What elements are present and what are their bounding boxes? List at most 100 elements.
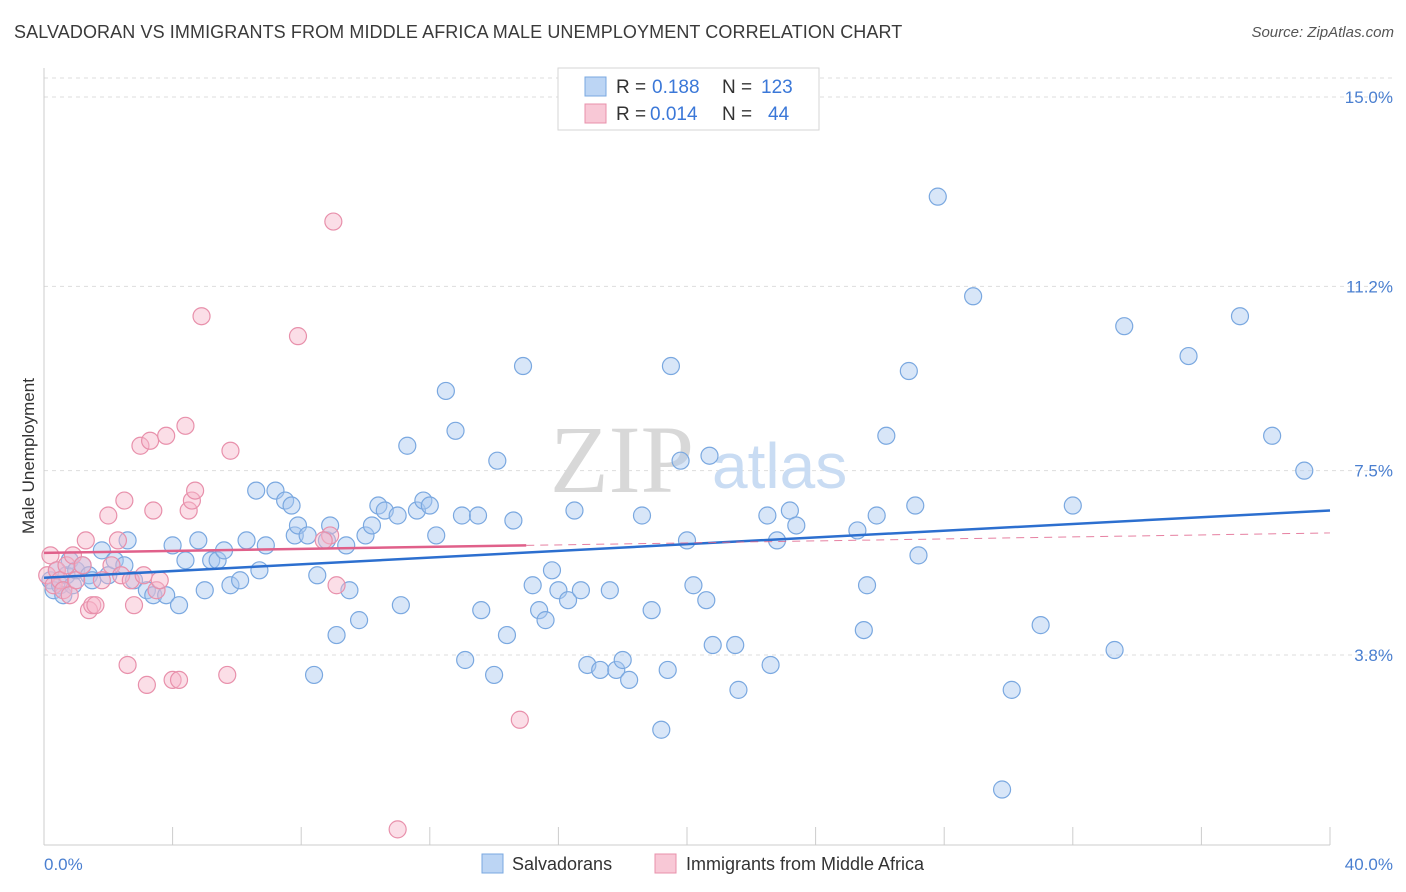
middle-africa-point xyxy=(314,531,333,550)
middle-africa-point xyxy=(115,491,134,510)
salvadoran-point xyxy=(497,625,517,645)
watermark-atlas: atlas xyxy=(712,430,847,502)
salvadoran-point xyxy=(700,446,719,465)
salvadoran-point xyxy=(1295,461,1314,480)
middle-africa-point xyxy=(288,327,308,346)
salvadoran-point xyxy=(472,601,491,620)
salvadoran-point xyxy=(758,506,777,525)
salvadoran-point xyxy=(356,526,375,545)
salvadoran-point xyxy=(652,720,671,739)
salvadoran-point xyxy=(857,576,877,595)
salvadoran-point xyxy=(1002,680,1021,699)
salvadoran-point xyxy=(1105,640,1124,660)
salvadoran-point xyxy=(256,536,275,555)
series-label-salvadorans: Salvadorans xyxy=(512,854,612,874)
salvadoran-point xyxy=(854,620,873,640)
salvadoran-point xyxy=(613,650,632,670)
middle-africa-point xyxy=(388,820,407,839)
salvadoran-point xyxy=(523,576,542,595)
salvadoran-point xyxy=(321,516,340,535)
salvadoran-point xyxy=(54,586,73,605)
watermark: ZIP atlas xyxy=(550,406,847,513)
chart-title: SALVADORAN VS IMMIGRANTS FROM MIDDLE AFR… xyxy=(14,22,903,42)
middle-africa-point xyxy=(176,416,195,435)
legend-r-value-2: 0.014 xyxy=(650,104,698,125)
middle-africa-point xyxy=(134,566,153,585)
y-tick-label: 3.8% xyxy=(1354,646,1393,665)
salvadoran-point xyxy=(388,506,407,525)
tick-labels: 3.8% 7.5% 11.2% 15.0% 0.0% 40.0% xyxy=(44,88,1393,874)
salvadoran-point xyxy=(1031,616,1050,635)
salvadoran-point xyxy=(787,516,806,535)
y-axis-title: Male Unemployment xyxy=(19,378,38,534)
middle-africa-point xyxy=(76,531,95,550)
middle-africa-point xyxy=(163,670,182,690)
middle-africa-point xyxy=(327,576,346,595)
middle-africa-point xyxy=(99,506,118,525)
salvadoran-point xyxy=(761,655,780,675)
y-tick-label: 7.5% xyxy=(1354,462,1393,481)
legend-n-value-1: 123 xyxy=(761,77,793,98)
middle-africa-point xyxy=(124,596,144,615)
axes-layer xyxy=(43,68,1331,846)
salvadoran-point xyxy=(658,660,677,680)
salvadoran-point xyxy=(726,635,745,655)
middle-africa-point xyxy=(118,655,137,675)
salvadoran-point xyxy=(964,287,983,306)
salvadoran-point xyxy=(1179,346,1198,366)
salvadoran-point xyxy=(1230,307,1250,326)
salvadoran-point xyxy=(468,506,488,525)
salvadoran-point xyxy=(1115,317,1134,336)
middle-africa-point xyxy=(60,586,79,605)
salvadoran-point xyxy=(195,581,214,600)
salvadoran-point xyxy=(867,506,886,525)
salvadoran-point xyxy=(488,451,507,470)
middle-africa-point xyxy=(147,581,166,600)
correlation-legend: R = 0.188 N = 123 R = 0.014 N = 44 xyxy=(557,67,820,131)
salvadoran-point xyxy=(992,780,1012,799)
salvadoran-trend-line xyxy=(43,509,1331,580)
salvadoran-point xyxy=(703,635,722,655)
salvadoran-point xyxy=(600,581,619,600)
salvadoran-point xyxy=(308,566,327,585)
legend-r-label-1: R = xyxy=(616,77,646,98)
salvadoran-point xyxy=(504,511,523,530)
salvadoran-point xyxy=(266,481,285,500)
salvadoran-point xyxy=(671,451,690,470)
salvadoran-point xyxy=(288,516,308,535)
middle-africa-point xyxy=(144,501,163,520)
legend-n-label-2: N = xyxy=(722,104,752,125)
middle-africa-point xyxy=(218,665,237,685)
salvadoran-point xyxy=(231,571,250,590)
source-label: Source: ZipAtlas.com xyxy=(1251,24,1394,41)
middle-africa-point xyxy=(47,561,66,580)
middle-africa-point xyxy=(140,431,160,450)
middle-africa-point xyxy=(86,596,105,615)
salvadoran-point xyxy=(607,660,626,680)
series-swatch-salvadorans xyxy=(481,853,504,874)
salvadoran-point xyxy=(729,680,748,699)
x-tick-label-max: 40.0% xyxy=(1345,855,1393,874)
salvadoran-point xyxy=(485,665,504,685)
salvadoran-point xyxy=(362,516,382,535)
middle-africa-point xyxy=(131,436,150,455)
salvadoran-point xyxy=(250,561,269,580)
salvadoran-point xyxy=(391,596,410,615)
salvadoran-point xyxy=(697,591,716,610)
salvadoran-point xyxy=(565,501,584,520)
salvadoran-point xyxy=(327,625,346,645)
middle-africa-point xyxy=(510,710,529,729)
salvadoran-point xyxy=(661,356,681,376)
legend-swatch-blue xyxy=(584,76,607,97)
salvadoran-point xyxy=(677,531,697,550)
salvadoran-point xyxy=(337,536,356,555)
series-swatch-middle-africa xyxy=(654,853,677,874)
salvadoran-point xyxy=(558,591,578,610)
legend-swatch-pink xyxy=(584,103,607,124)
legend-r-value-1: 0.188 xyxy=(652,77,700,98)
salvadoran-point xyxy=(549,581,568,600)
salvadoran-point xyxy=(169,596,189,615)
y-tick-label: 11.2% xyxy=(1346,277,1393,296)
middle-africa-point xyxy=(57,556,76,575)
middle-africa-point xyxy=(179,501,198,520)
